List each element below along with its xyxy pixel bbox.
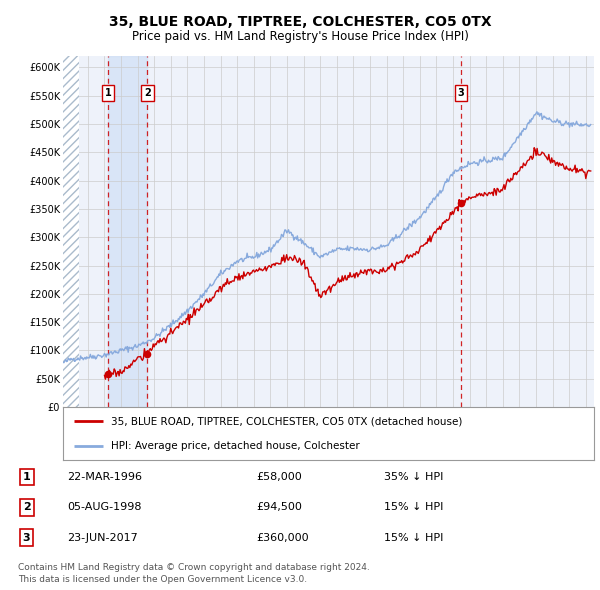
- Text: £94,500: £94,500: [256, 503, 302, 512]
- Text: 15% ↓ HPI: 15% ↓ HPI: [385, 533, 444, 543]
- Text: Price paid vs. HM Land Registry's House Price Index (HPI): Price paid vs. HM Land Registry's House …: [131, 30, 469, 43]
- Text: 1: 1: [105, 88, 112, 98]
- Text: £58,000: £58,000: [256, 472, 302, 482]
- Text: 15% ↓ HPI: 15% ↓ HPI: [385, 503, 444, 512]
- Text: 3: 3: [23, 533, 31, 543]
- Text: 22-MAR-1996: 22-MAR-1996: [67, 472, 142, 482]
- Text: Contains HM Land Registry data © Crown copyright and database right 2024.: Contains HM Land Registry data © Crown c…: [18, 563, 370, 572]
- Text: HPI: Average price, detached house, Colchester: HPI: Average price, detached house, Colc…: [111, 441, 359, 451]
- Text: 1: 1: [23, 472, 31, 482]
- Bar: [108, 56, 148, 407]
- Text: 35, BLUE ROAD, TIPTREE, COLCHESTER, CO5 0TX: 35, BLUE ROAD, TIPTREE, COLCHESTER, CO5 …: [109, 15, 491, 29]
- Text: 2: 2: [144, 88, 151, 98]
- Text: 2: 2: [23, 503, 31, 512]
- Bar: [63, 56, 79, 407]
- Text: 35, BLUE ROAD, TIPTREE, COLCHESTER, CO5 0TX (detached house): 35, BLUE ROAD, TIPTREE, COLCHESTER, CO5 …: [111, 417, 462, 427]
- Text: 3: 3: [457, 88, 464, 98]
- Text: 05-AUG-1998: 05-AUG-1998: [67, 503, 142, 512]
- Text: 35% ↓ HPI: 35% ↓ HPI: [385, 472, 444, 482]
- Text: This data is licensed under the Open Government Licence v3.0.: This data is licensed under the Open Gov…: [18, 575, 307, 584]
- Text: £360,000: £360,000: [256, 533, 309, 543]
- Text: 23-JUN-2017: 23-JUN-2017: [67, 533, 138, 543]
